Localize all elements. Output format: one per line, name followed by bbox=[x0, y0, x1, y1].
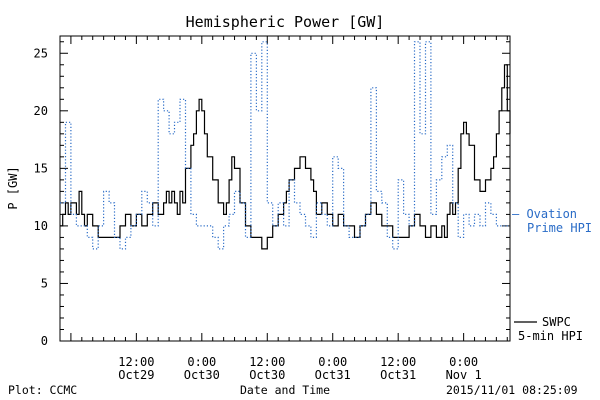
swpc-hpi-line bbox=[60, 64, 511, 250]
x-tick-label-time: 12:00 bbox=[118, 355, 154, 369]
plot-credit: Plot: CCMC bbox=[8, 383, 77, 397]
series-layer bbox=[60, 41, 511, 250]
legend-ovation-label: — Ovation bbox=[512, 207, 577, 221]
x-tick-label-date: Oct29 bbox=[118, 368, 154, 382]
y-tick-label: 15 bbox=[34, 161, 48, 175]
y-tick-label: 20 bbox=[34, 104, 48, 118]
x-tick-label-time: 0:00 bbox=[449, 355, 478, 369]
y-tick-label: 10 bbox=[34, 219, 48, 233]
x-tick-label-date: Oct30 bbox=[249, 368, 285, 382]
plot-timestamp: 2015/11/01 08:25:09 bbox=[446, 383, 578, 397]
y-axis-label: P [GW] bbox=[6, 166, 20, 209]
legend-swpc-label-2: 5-min HPI bbox=[518, 329, 583, 343]
y-tick-label: 5 bbox=[41, 276, 48, 290]
legend-ovation-label-2: Prime HPI bbox=[527, 221, 592, 235]
x-axis: 12:00Oct290:00Oct3012:00Oct300:00Oct3112… bbox=[59, 36, 508, 382]
x-tick-label-date: Nov 1 bbox=[446, 368, 482, 382]
x-tick-label-date: Oct31 bbox=[380, 368, 416, 382]
x-tick-label-time: 12:00 bbox=[249, 355, 285, 369]
x-tick-label-time: 0:00 bbox=[318, 355, 347, 369]
x-tick-label-date: Oct31 bbox=[315, 368, 351, 382]
chart-title: Hemispheric Power [GW] bbox=[186, 13, 385, 31]
x-tick-label-time: 0:00 bbox=[187, 355, 216, 369]
x-axis-label: Date and Time bbox=[240, 383, 330, 397]
ovation-prime-line bbox=[60, 41, 510, 250]
y-tick-label: 0 bbox=[41, 334, 48, 348]
plot-frame bbox=[59, 35, 511, 342]
x-tick-label-time: 12:00 bbox=[380, 355, 416, 369]
x-tick-label-date: Oct30 bbox=[184, 368, 220, 382]
y-axis: 0 5 10 15 20 25 bbox=[34, 41, 510, 348]
y-tick-label: 25 bbox=[34, 46, 48, 60]
legend-swpc-label: SWPC bbox=[542, 315, 571, 329]
